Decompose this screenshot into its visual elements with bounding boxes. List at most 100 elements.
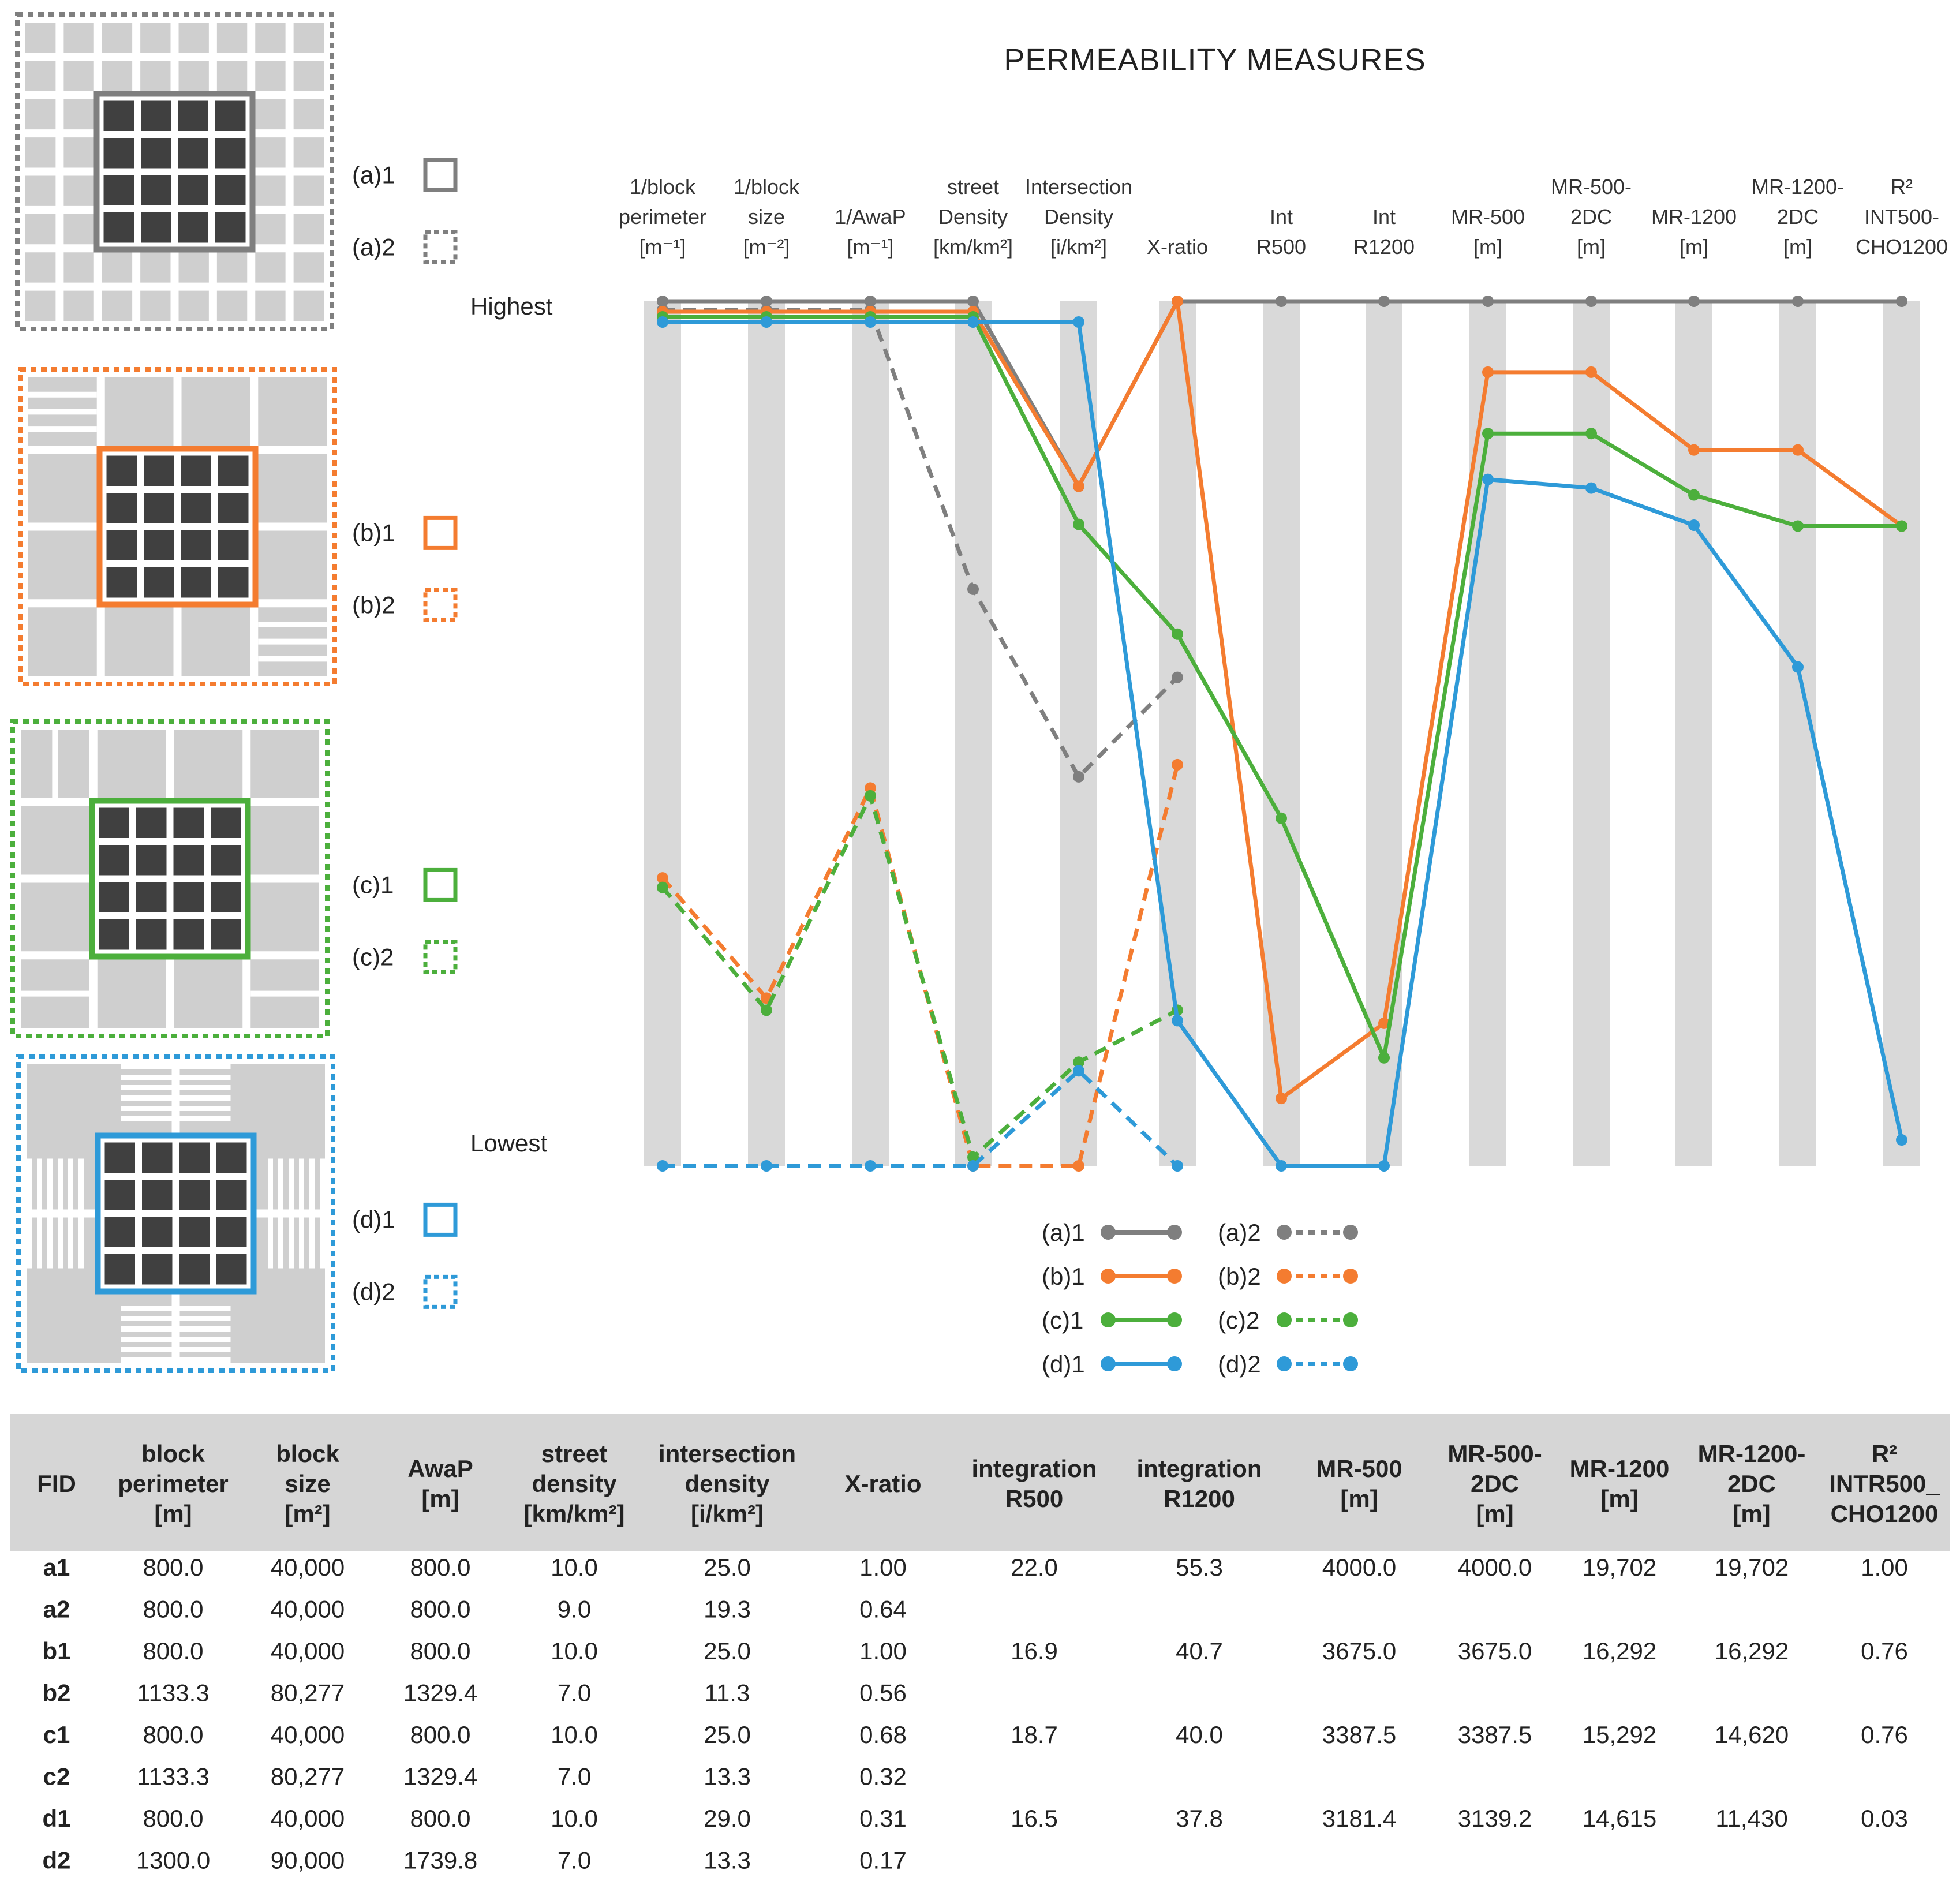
- table-cell: 10.0: [551, 1805, 598, 1832]
- table-header-text: [m]: [421, 1485, 459, 1512]
- table-row: b1 800.0 40,000 800.0 10.0 25.0 1.00 16.9 40.7 36…: [42, 1637, 1907, 1665]
- street-block: [25, 175, 56, 206]
- data-point: [1482, 428, 1494, 440]
- table-cell: 37.8: [1176, 1805, 1223, 1832]
- street-block: [63, 61, 94, 91]
- axis-label: MR-500: [1451, 205, 1525, 229]
- data-point: [657, 881, 668, 893]
- street-block: [21, 806, 89, 875]
- data-table: FID block perimeter [m] block size [m²] AwaP [m]…: [10, 1414, 1950, 1874]
- table-cell: 14,615: [1583, 1805, 1656, 1832]
- core-block: [211, 882, 241, 912]
- table-cell: 16.5: [1011, 1805, 1058, 1832]
- street-block: [293, 99, 324, 130]
- street-block: [255, 252, 286, 283]
- table-fid-cell: d2: [42, 1847, 70, 1874]
- street-block: [63, 252, 94, 283]
- table-cell: 1.00: [859, 1554, 907, 1581]
- diagram-label: (d)2: [352, 1278, 395, 1305]
- table-header-text: [m]: [1733, 1500, 1770, 1527]
- core-block: [173, 919, 204, 950]
- core-block: [179, 1254, 210, 1285]
- diagram-c1: (c)1 (c)2: [10, 719, 458, 1038]
- table-header-cell: FID: [37, 1470, 76, 1497]
- street-block: [140, 61, 171, 91]
- lane-stripe: [121, 1316, 231, 1321]
- core-block: [211, 919, 241, 950]
- axis-label: [m]: [1577, 235, 1606, 259]
- street-block: [255, 175, 286, 206]
- legend-label: (d)1: [1042, 1351, 1085, 1378]
- data-point: [1378, 296, 1390, 307]
- core-block: [144, 455, 174, 486]
- table-row: c2 1133.3 80,277 1329.4 7.0 13.3 0.32: [43, 1763, 907, 1790]
- table-header-text: block: [141, 1440, 205, 1467]
- table-header-text: MR-1200: [1570, 1455, 1670, 1482]
- legend-label: (c)2: [1218, 1307, 1259, 1334]
- table-cell: 1133.3: [137, 1680, 209, 1707]
- street-block: [255, 290, 286, 321]
- table-header-cell: MR-500 [m]: [1316, 1455, 1402, 1512]
- table-header-text: R1200: [1164, 1485, 1235, 1512]
- core-block: [178, 138, 208, 169]
- diagram-label: (d)1: [352, 1206, 395, 1233]
- data-point: [1585, 428, 1597, 440]
- table-header-cell: MR-500- 2DC [m]: [1447, 1440, 1542, 1527]
- series-d1: [657, 316, 1907, 1172]
- table-header-cell: MR-1200 [m]: [1570, 1455, 1670, 1512]
- table-header-text: CHO1200: [1831, 1500, 1939, 1527]
- table-row: b2 1133.3 80,277 1329.4 7.0 11.3 0.56: [42, 1680, 906, 1707]
- street-block: [255, 61, 286, 91]
- table-header-text: perimeter: [118, 1470, 228, 1497]
- series-c2: [657, 790, 1183, 1164]
- lane-stripe: [299, 1158, 304, 1269]
- street-block: [97, 959, 166, 1028]
- core-block: [218, 567, 249, 598]
- table-row: a1 800.0 40,000 800.0 10.0 25.0 1.00 22.0 55.3 40…: [43, 1554, 1908, 1581]
- table-cell: 40,000: [271, 1721, 345, 1748]
- street-block: [104, 377, 174, 446]
- table-header-text: R500: [1005, 1485, 1063, 1512]
- data-point: [1482, 296, 1494, 307]
- data-point: [865, 316, 876, 328]
- street-block: [25, 137, 56, 168]
- lane-stripe: [47, 1158, 53, 1269]
- diagram-d1: (d)1 (d)2: [16, 1054, 458, 1373]
- table-cell: 0.64: [859, 1596, 907, 1623]
- street-block: [104, 607, 174, 676]
- legend-marker: [1167, 1269, 1182, 1284]
- axis-label: [m]: [1473, 235, 1502, 259]
- data-point: [1896, 520, 1907, 532]
- street-block: [258, 454, 327, 523]
- lane-stripe: [68, 1158, 73, 1269]
- data-point: [1172, 628, 1183, 640]
- data-point: [1585, 296, 1597, 307]
- lane-stripe: [121, 1306, 231, 1311]
- core-block: [136, 882, 167, 912]
- table-cell: 0.76: [1861, 1637, 1908, 1665]
- table-header-background: [10, 1414, 1950, 1551]
- axis-label: 1/AwaP: [835, 205, 906, 229]
- table-cell: 0.32: [859, 1763, 907, 1790]
- core-block: [181, 530, 211, 560]
- core-outline: [95, 1132, 257, 1295]
- chart-title: PERMEABILITY MEASURES: [1004, 43, 1426, 77]
- lane-stripe: [289, 1158, 294, 1269]
- street-block: [255, 137, 286, 168]
- axis-label: [m]: [1783, 235, 1812, 259]
- core-block: [179, 1180, 210, 1210]
- series-b2: [657, 758, 1183, 1172]
- core-block: [106, 493, 137, 523]
- table-cell: 40,000: [271, 1596, 345, 1623]
- core-block: [104, 1254, 135, 1285]
- series-line: [663, 308, 1179, 779]
- axis-label: [i/km²]: [1050, 235, 1107, 259]
- core-block: [99, 919, 129, 950]
- legend-solid-square: [423, 867, 458, 902]
- table-header-cell: X-ratio: [844, 1470, 921, 1497]
- table-cell: 1739.8: [403, 1847, 477, 1874]
- data-point: [761, 316, 772, 328]
- street-block: [63, 175, 94, 206]
- table-cell: 29.0: [704, 1805, 751, 1832]
